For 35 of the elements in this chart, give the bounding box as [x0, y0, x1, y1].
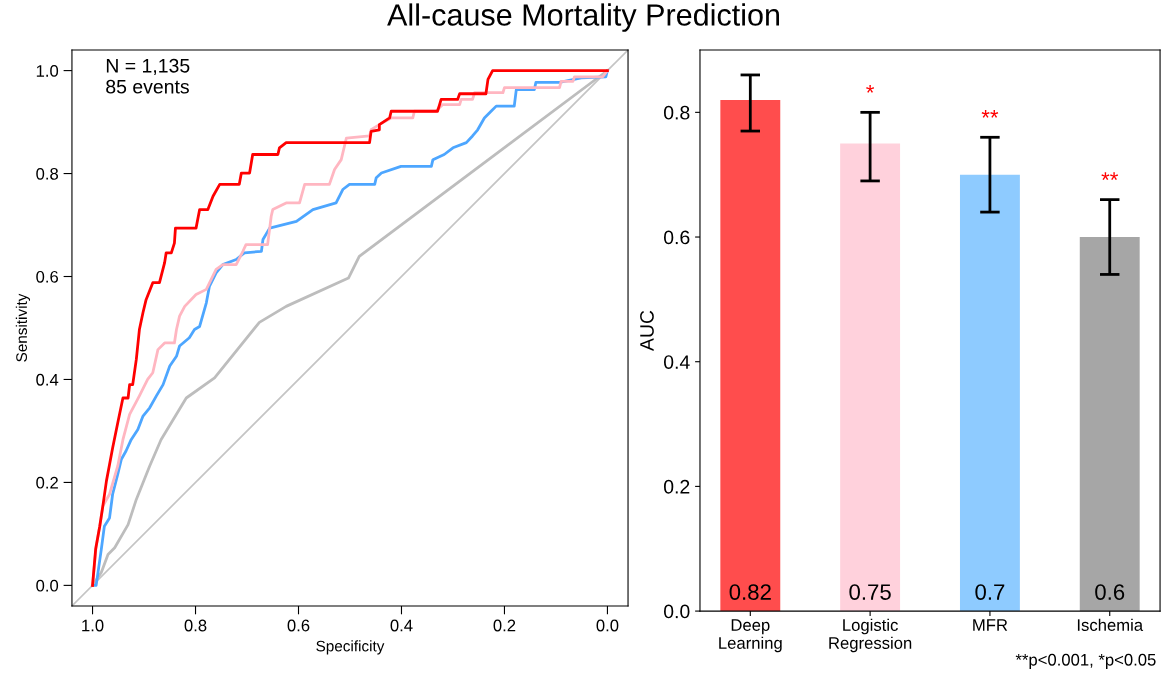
- x-tick-label: 0.8: [184, 619, 207, 632]
- y-tick-label: 0.8: [663, 105, 690, 120]
- y-axis-title: AUC: [640, 310, 654, 352]
- annotation: *: [866, 84, 875, 93]
- y-tick-label: 0.0: [36, 579, 59, 592]
- x-tick-label: 0.6: [287, 619, 310, 632]
- annotation: **: [1101, 172, 1119, 181]
- y-tick-label: 0.8: [36, 167, 59, 180]
- y-tick-label: 0.4: [36, 373, 59, 386]
- x-tick-label: 0.0: [596, 619, 619, 632]
- data-label: 0.7: [975, 584, 1005, 600]
- y-tick-label: 0.6: [36, 270, 59, 283]
- x-tick-label: Ischemia: [1077, 618, 1144, 631]
- y-tick-label: 0.0: [663, 604, 690, 619]
- chart-title: All-cause Mortality Prediction: [387, 3, 780, 32]
- annotation: 85 events: [106, 79, 189, 94]
- text: **p<0.001, *p<0.05: [1015, 653, 1156, 669]
- x-tick-label: Logistic Regression: [829, 618, 912, 653]
- x-tick-label: Deep Learning: [719, 619, 782, 653]
- x-tick-label: 0.4: [390, 619, 413, 632]
- x-tick-label: 0.2: [493, 619, 516, 632]
- x-tick-label: MFR: [973, 619, 1008, 631]
- y-tick-label: 0.2: [36, 476, 58, 489]
- data-label: 0.82: [729, 584, 771, 600]
- x-tick-label: 1.0: [82, 619, 104, 632]
- x-axis-title: Specificity: [316, 640, 385, 655]
- y-axis-title: Sensitivity: [15, 293, 31, 362]
- annotation: **: [981, 109, 999, 118]
- data-label: 0.75: [849, 584, 891, 600]
- annotation: N = 1,135: [106, 58, 190, 75]
- y-tick-label: 0.2: [663, 479, 690, 494]
- y-tick-label: 1.0: [36, 65, 59, 77]
- y-tick-label: 0.4: [663, 355, 690, 369]
- data-label: 0.6: [1095, 584, 1125, 600]
- y-tick-label: 0.6: [663, 230, 690, 245]
